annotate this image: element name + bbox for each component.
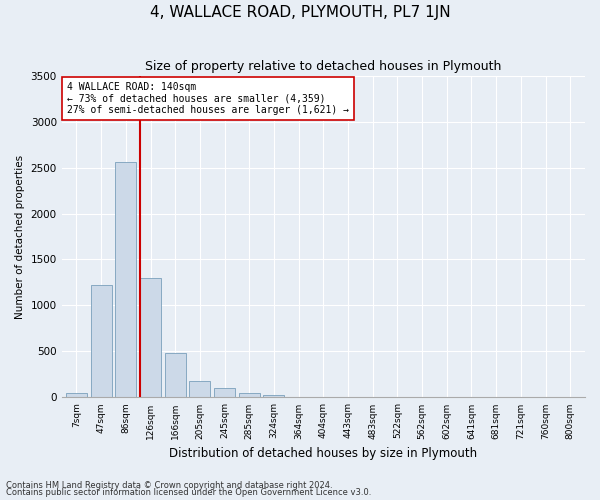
Bar (91, 285, 112, 398)
Text: 4 WALLACE ROAD: 140sqm
← 73% of detached houses are smaller (4,359)
27% of semi-: 4 WALLACE ROAD: 140sqm ← 73% of detached… (67, 82, 349, 115)
Text: 4, WALLACE ROAD, PLYMOUTH, PL7 1JN: 4, WALLACE ROAD, PLYMOUTH, PL7 1JN (149, 5, 451, 20)
Bar (165, 354, 186, 398)
Title: Size of property relative to detached houses in Plymouth: Size of property relative to detached ho… (145, 60, 502, 73)
Bar (115, 162, 136, 398)
Text: Contains HM Land Registry data © Crown copyright and database right 2024.: Contains HM Land Registry data © Crown c… (6, 480, 332, 490)
Bar (140, 278, 161, 398)
Bar (190, 381, 211, 398)
Bar (239, 393, 260, 398)
Bar (263, 394, 284, 398)
Bar (214, 388, 235, 398)
X-axis label: Distribution of detached houses by size in Plymouth: Distribution of detached houses by size … (169, 447, 478, 460)
Y-axis label: Number of detached properties: Number of detached properties (15, 154, 25, 318)
Bar (66, 393, 87, 398)
Text: Contains public sector information licensed under the Open Government Licence v3: Contains public sector information licen… (6, 488, 371, 497)
